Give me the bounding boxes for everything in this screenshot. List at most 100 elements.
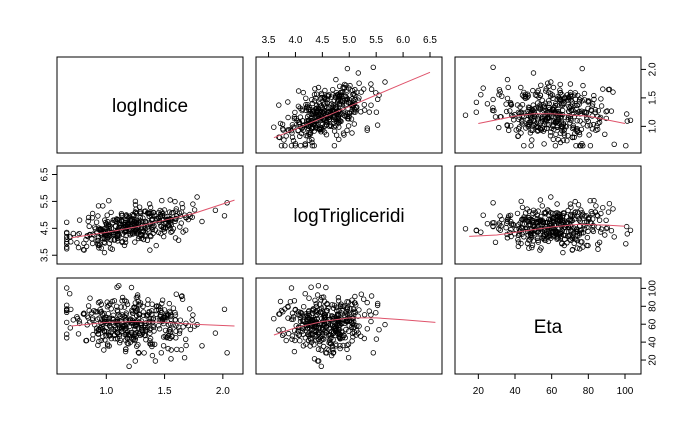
- data-point: [97, 309, 104, 315]
- data-point: [561, 210, 567, 217]
- data-point: [508, 226, 514, 233]
- data-point: [287, 299, 294, 305]
- data-point: [375, 96, 381, 102]
- data-point: [480, 85, 486, 91]
- data-point: [521, 142, 527, 149]
- data-point: [595, 126, 601, 133]
- data-point: [518, 130, 524, 136]
- data-point: [563, 219, 569, 226]
- data-point: [342, 314, 348, 320]
- axis-logTrigliceridi-left: 3.5 4.5 5.5 6.5: [40, 167, 58, 262]
- data-point: [89, 336, 96, 342]
- data-point: [484, 101, 491, 107]
- data-point: [376, 327, 382, 333]
- data-point: [361, 312, 368, 318]
- data-point: [181, 355, 188, 361]
- data-point: [310, 306, 316, 312]
- data-point: [574, 245, 580, 251]
- data-point: [587, 142, 594, 149]
- data-point: [557, 215, 564, 221]
- data-point: [559, 102, 565, 108]
- data-point: [592, 106, 598, 113]
- data-point: [490, 200, 496, 206]
- data-point: [519, 121, 525, 127]
- diagonal-label: Eta: [534, 317, 563, 338]
- data-point: [347, 82, 353, 89]
- data-point: [313, 109, 320, 116]
- data-point: [567, 81, 574, 87]
- data-point: [503, 108, 510, 115]
- data-point: [95, 235, 102, 241]
- data-point: [161, 228, 168, 235]
- data-point: [164, 318, 170, 324]
- data-point: [112, 332, 118, 338]
- data-point: [288, 285, 295, 291]
- data-point: [358, 291, 364, 297]
- data-point: [543, 88, 549, 94]
- data-point: [117, 222, 124, 228]
- data-point: [577, 218, 583, 224]
- data-point: [323, 324, 329, 331]
- data-point: [108, 209, 114, 216]
- data-point: [579, 213, 585, 219]
- data-point: [148, 308, 155, 314]
- data-point: [98, 309, 104, 315]
- data-point: [105, 332, 112, 338]
- data-point: [157, 213, 164, 219]
- data-point: [317, 338, 323, 345]
- data-point: [166, 300, 172, 307]
- data-point: [115, 309, 121, 315]
- data-point: [278, 142, 285, 149]
- data-point: [143, 313, 150, 319]
- data-point: [525, 232, 531, 238]
- data-point: [63, 335, 70, 341]
- data-point: [95, 213, 101, 219]
- data-point: [515, 243, 521, 250]
- data-point: [324, 346, 330, 352]
- data-point: [311, 342, 317, 348]
- data-point: [602, 232, 608, 238]
- data-point: [611, 234, 617, 240]
- data-point: [127, 232, 133, 238]
- data-point: [150, 209, 157, 215]
- data-point: [519, 225, 525, 231]
- data-point: [159, 297, 166, 303]
- data-point: [580, 230, 586, 236]
- data-point: [338, 92, 344, 98]
- data-point: [344, 96, 351, 102]
- data-point: [85, 214, 92, 221]
- data-point: [525, 93, 532, 99]
- panel-logTrigliceridi-logTrigliceridi: logTrigliceridi: [255, 165, 443, 265]
- data-point: [533, 219, 539, 226]
- data-point: [132, 202, 139, 208]
- data-point: [297, 105, 303, 111]
- data-point: [319, 104, 325, 111]
- data-point: [288, 316, 295, 322]
- data-point: [316, 325, 323, 331]
- data-point: [119, 294, 126, 301]
- data-point: [122, 323, 128, 329]
- tick-label: 5.5: [369, 35, 383, 46]
- data-point: [585, 216, 591, 222]
- data-point: [165, 345, 171, 352]
- tick-label: 4.5: [315, 35, 329, 46]
- data-point: [578, 207, 584, 213]
- data-point: [568, 117, 574, 123]
- data-point: [313, 95, 319, 101]
- data-point: [373, 109, 380, 115]
- data-point: [595, 213, 601, 219]
- data-point: [579, 140, 585, 147]
- axis-logIndice: 1.0 1.5 2.0: [99, 373, 230, 397]
- data-point: [536, 219, 542, 225]
- data-point: [170, 305, 177, 311]
- data-point: [550, 84, 557, 91]
- data-point: [119, 298, 125, 304]
- data-point: [282, 142, 288, 149]
- data-point: [504, 122, 511, 129]
- data-point: [559, 127, 565, 134]
- data-point: [504, 76, 511, 83]
- data-point: [591, 92, 597, 99]
- data-point: [279, 332, 286, 338]
- data-point: [344, 127, 350, 134]
- data-point: [561, 218, 568, 224]
